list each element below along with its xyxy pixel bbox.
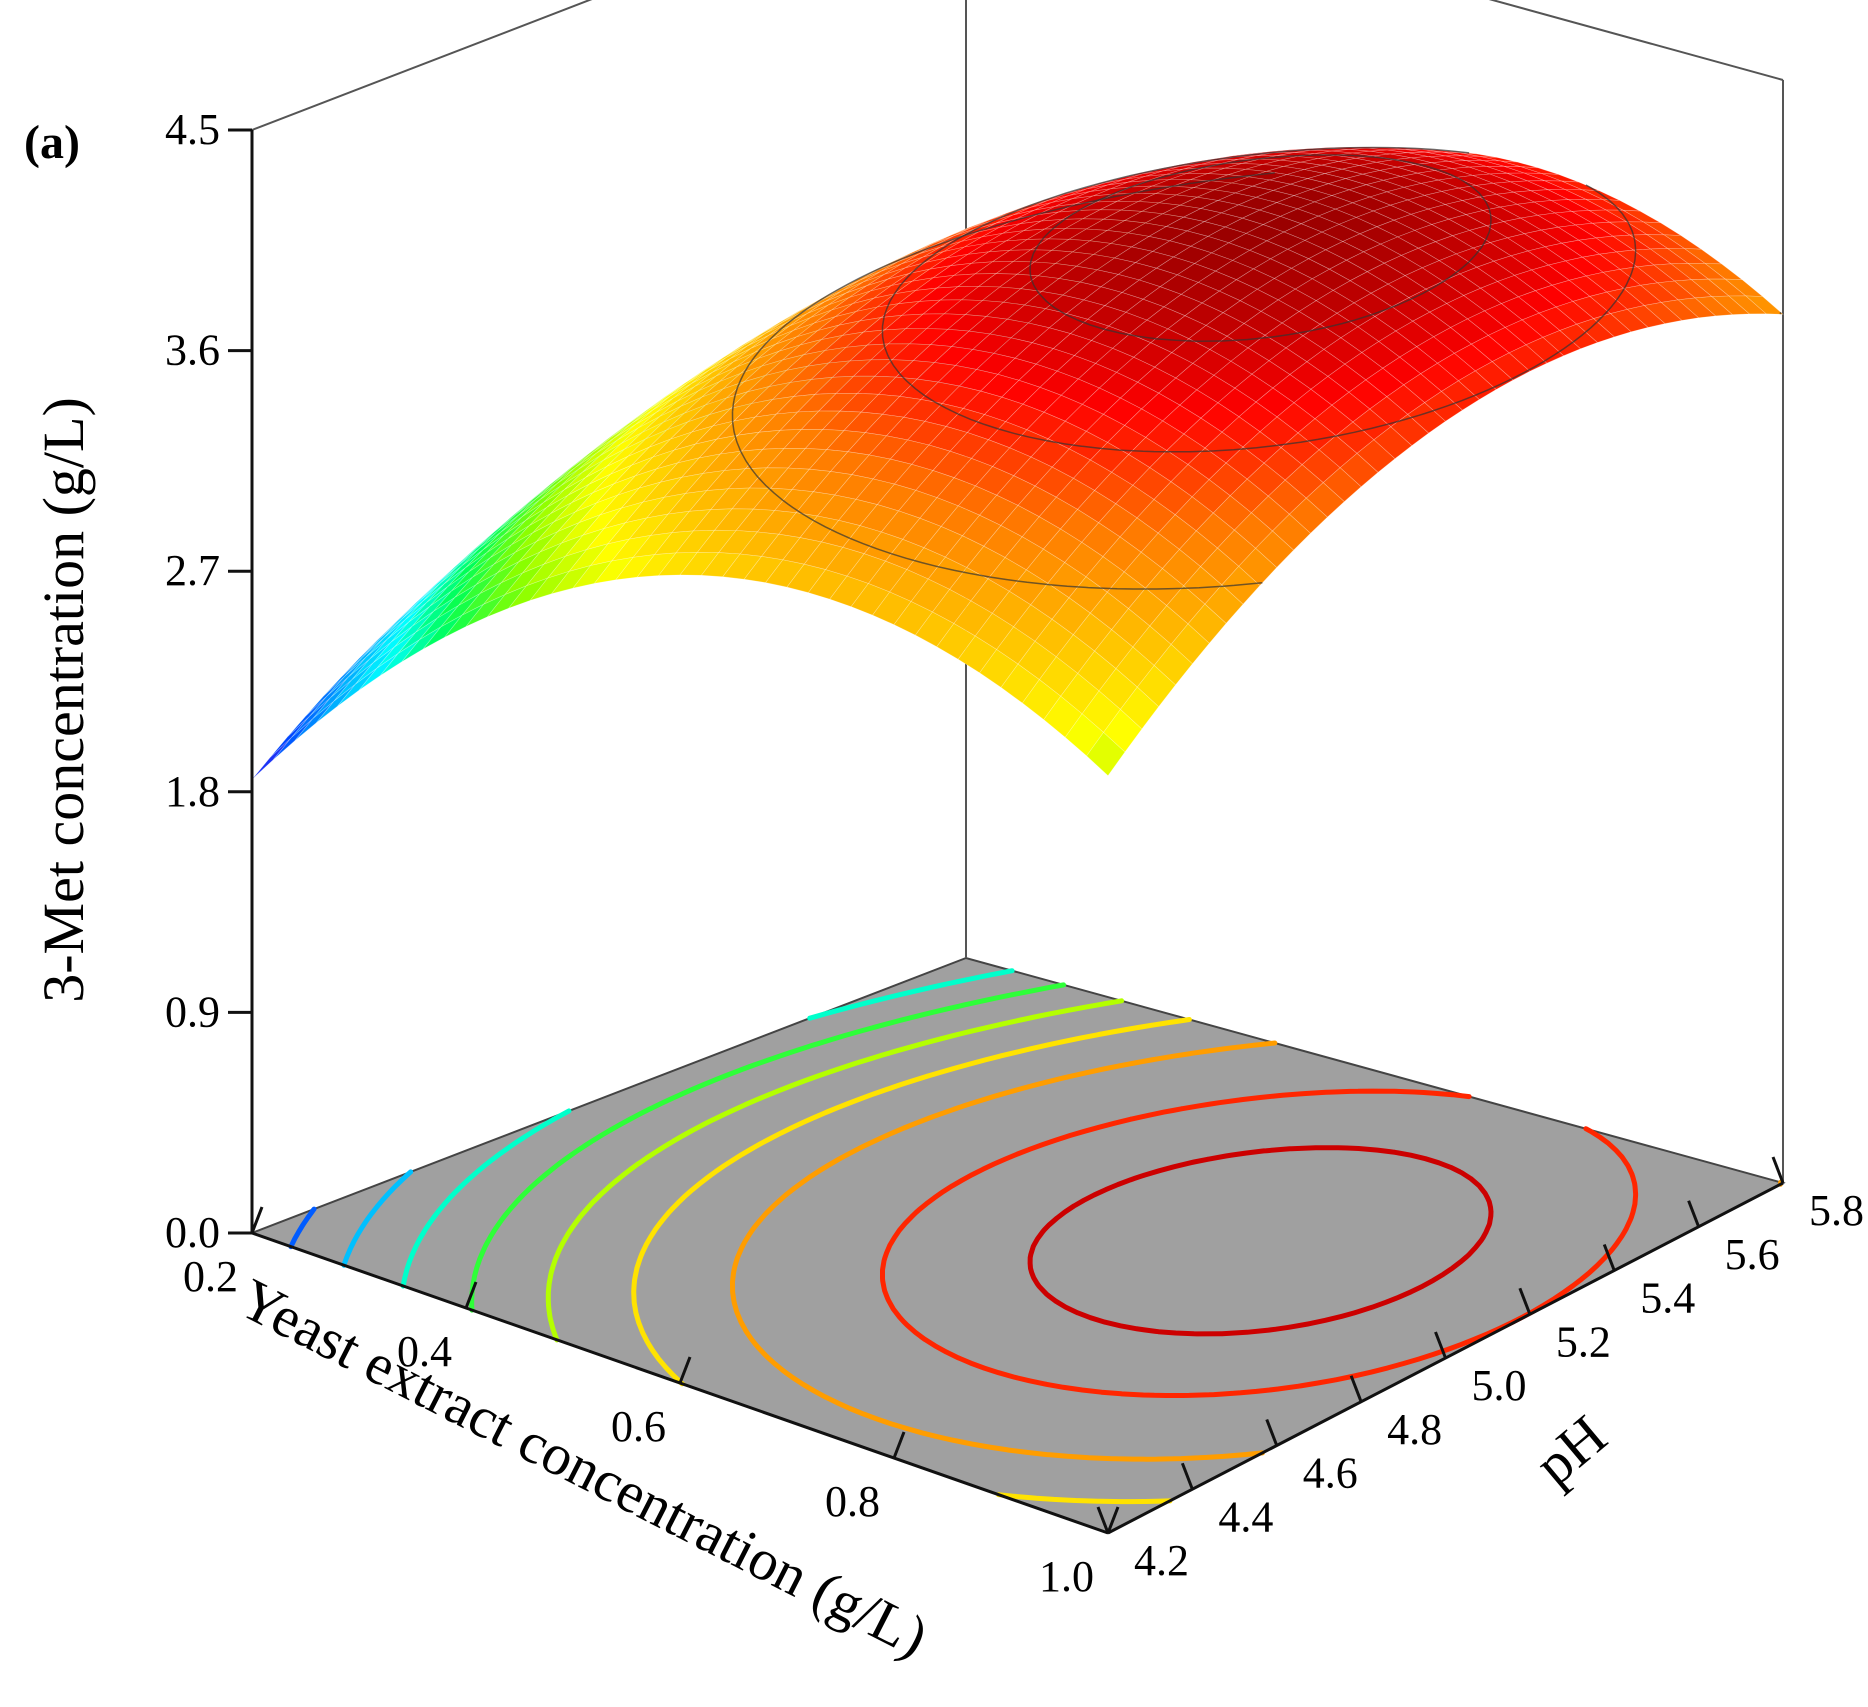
y-tick-label: 4.6 (1303, 1449, 1358, 1498)
z-tick-label: 4.5 (165, 105, 220, 154)
y-tick (1096, 1506, 1110, 1534)
y-tick-label: 5.2 (1556, 1317, 1611, 1366)
top-left-edge (251, 0, 593, 131)
floor-contour-line (469, 982, 1067, 1313)
y-tick (1771, 1156, 1785, 1184)
x-tick-label: 0.4 (397, 1327, 452, 1376)
y-tick-label: 5.4 (1640, 1274, 1695, 1323)
y-tick-label: 4.4 (1218, 1492, 1273, 1541)
y-axis-title: pH (1522, 1402, 1618, 1497)
response-surface (251, 146, 1784, 780)
surface-patch (1255, 530, 1295, 568)
x-tick (250, 1206, 264, 1234)
x-tick (1106, 1506, 1120, 1534)
surface-patch (1356, 439, 1396, 473)
surface-patch (1322, 467, 1362, 503)
surface-patch (1187, 603, 1227, 644)
y-tick-label: 5.0 (1472, 1361, 1527, 1410)
y-tick (1180, 1462, 1194, 1490)
floor-contour-line (631, 1017, 1192, 1505)
surface-patch (1119, 686, 1160, 730)
surface-contour-line (881, 146, 1637, 453)
panel-label: (a) (24, 116, 80, 169)
y-tick-label: 5.6 (1725, 1230, 1780, 1279)
y-tick-label: 4.8 (1387, 1405, 1442, 1454)
surface-contour-line (1029, 154, 1492, 342)
y-tick (1687, 1200, 1701, 1228)
x-tick-label: 1.0 (1039, 1552, 1094, 1601)
tick-labels: 0.0 0.9 1.8 2.7 3.6 4.5 0.2 0.4 0.6 0.8 1.0 4.2 4.4 4… (165, 105, 1864, 1601)
y-tick-label: 4.2 (1134, 1536, 1189, 1585)
floor-contour-line (730, 1040, 1784, 1462)
z-axis-title: 3-Met concentration (g/L) (31, 397, 96, 1003)
surface-patch (1424, 391, 1463, 422)
surface-patch (269, 716, 310, 758)
axes (228, 128, 1785, 1535)
y-tick (1265, 1418, 1279, 1447)
x-tick (678, 1356, 692, 1384)
surface-patch (1339, 453, 1379, 488)
x-tick-label: 0.6 (611, 1402, 666, 1451)
surface-patch (1153, 643, 1193, 686)
surface-patch (1373, 426, 1413, 460)
floor-contour-line (545, 998, 1125, 1343)
floor-contour-line (400, 968, 1015, 1289)
y-tick (1434, 1331, 1447, 1359)
top-back-edge (1488, 0, 1784, 81)
floor-contour-line (288, 1206, 317, 1250)
x-tick-label: 0.8 (825, 1477, 880, 1526)
y-tick-label: 5.8 (1809, 1186, 1864, 1235)
z-tick-label: 0.9 (165, 987, 220, 1036)
surface-patch (251, 737, 292, 780)
z-tick-label: 2.7 (165, 546, 220, 595)
surface-patch (1086, 731, 1126, 777)
surface-patch (273, 718, 313, 760)
y-tick (1349, 1375, 1363, 1403)
z-tick-label: 1.8 (165, 767, 220, 816)
surface-patch (1576, 318, 1615, 343)
y-tick (1602, 1243, 1616, 1272)
x-tick-label: 0.2 (183, 1252, 238, 1301)
floor-contour-line (1027, 1145, 1494, 1337)
surface-patch (290, 697, 331, 739)
surface-patch (1170, 623, 1210, 665)
surface-patch (1238, 547, 1278, 586)
floor-contours (288, 968, 1784, 1505)
x-tick (464, 1281, 478, 1309)
z-tick-label: 3.6 (165, 326, 220, 375)
floor-contour-line (341, 1169, 414, 1268)
x-tick (892, 1431, 906, 1459)
z-tick-label: 0.0 (165, 1208, 220, 1257)
surface-patch (1103, 708, 1143, 753)
surface-patch (1592, 313, 1632, 338)
y-tick (1518, 1287, 1532, 1315)
